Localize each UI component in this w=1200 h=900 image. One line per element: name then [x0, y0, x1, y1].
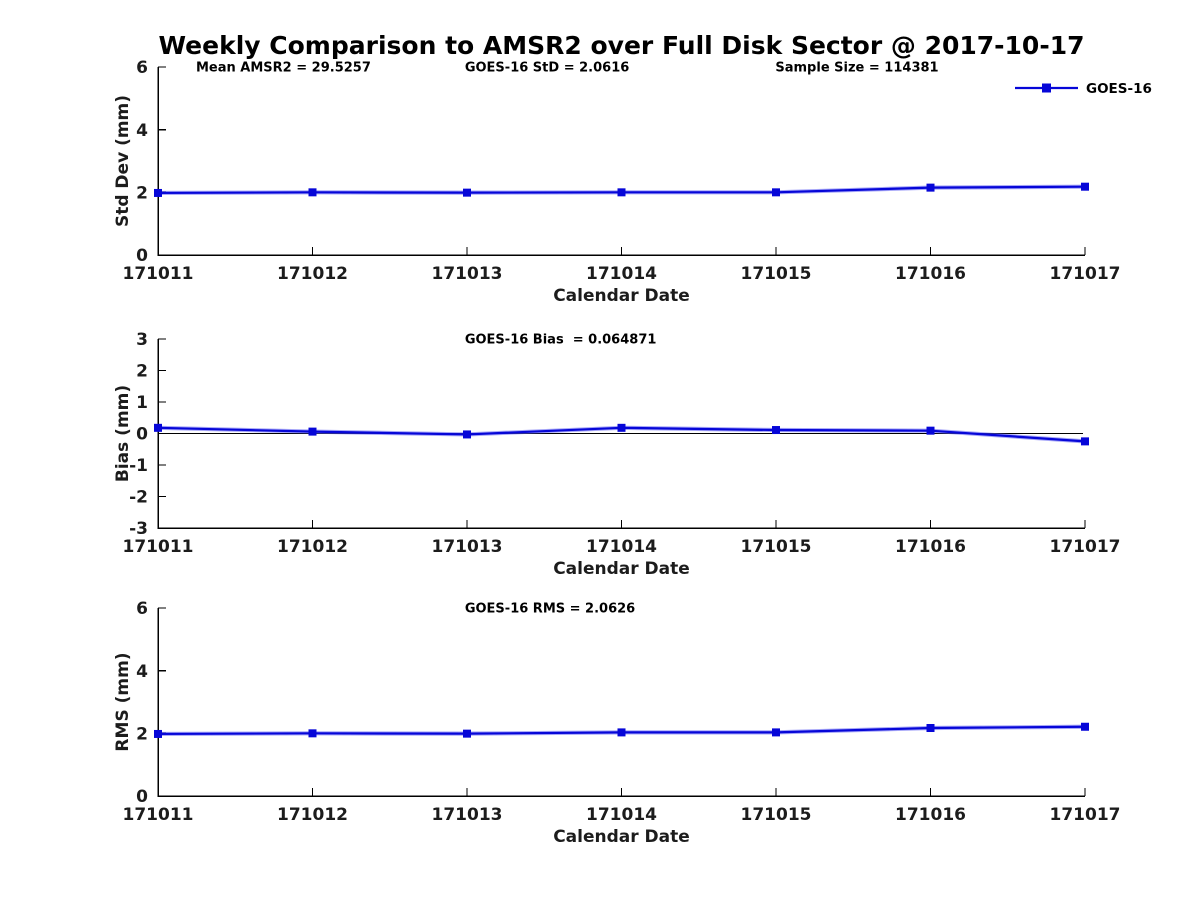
- x-tick-label: 171016: [895, 805, 966, 825]
- x-tick-label: 171017: [1050, 537, 1121, 557]
- x-tick-label: 171015: [741, 537, 812, 557]
- x-tick-label: 171011: [123, 264, 194, 284]
- data-marker: [154, 423, 162, 432]
- x-tick-label: 171016: [895, 537, 966, 557]
- y-tick-label: -3: [129, 519, 148, 539]
- annotation: GOES-16 StD = 2.0616: [465, 61, 629, 76]
- y-axis-label-rms: RMS (mm): [113, 652, 133, 751]
- x-tick-label: 171016: [895, 264, 966, 284]
- data-marker: [617, 423, 626, 432]
- figure-title: Weekly Comparison to AMSR2 over Full Dis…: [158, 31, 1085, 60]
- y-tick-label: 1: [136, 393, 148, 413]
- data-marker: [926, 426, 935, 435]
- axes-rms: [157, 608, 1085, 797]
- data-marker: [154, 729, 162, 738]
- data-marker: [1081, 722, 1089, 731]
- data-marker: [308, 427, 317, 436]
- x-tick-label: 171017: [1050, 264, 1121, 284]
- subplot-std-dev: 0 2 4 6 171011 171012 171013 171014 171015 171016…: [113, 58, 1152, 306]
- data-marker: [926, 724, 935, 733]
- x-axis-label-rms: Calendar Date: [553, 827, 690, 847]
- x-tick-label: 171014: [586, 537, 657, 557]
- y-tick-label: 2: [136, 362, 148, 382]
- data-marker: [308, 188, 317, 197]
- x-tick-label: 171013: [432, 264, 503, 284]
- y-tick-label: 0: [136, 246, 148, 266]
- x-tick-label: 171012: [277, 537, 348, 557]
- x-tick-label: 171012: [277, 805, 348, 825]
- data-marker: [772, 188, 780, 197]
- data-marker: [463, 188, 471, 197]
- x-tick-label: 171017: [1050, 805, 1121, 825]
- data-marker: [1081, 437, 1089, 446]
- legend-marker: [1042, 83, 1051, 93]
- x-tick-label: 171013: [432, 805, 503, 825]
- data-marker: [617, 188, 626, 197]
- y-axis-label-bias: Bias (mm): [113, 385, 133, 482]
- annotation: GOES-16 RMS = 2.0626: [465, 602, 635, 617]
- y-axis-label-std-dev: Std Dev (mm): [113, 95, 133, 227]
- x-tick-label: 171011: [123, 805, 194, 825]
- y-tick-label: 6: [136, 599, 148, 619]
- legend-label: GOES-16: [1086, 81, 1152, 97]
- y-tick-label: 4: [136, 121, 148, 141]
- subplot-rms: 0 2 4 6 171011 171012 171013 171014 171015 171016…: [113, 599, 1120, 847]
- x-tick-label: 171014: [586, 805, 657, 825]
- data-marker: [154, 188, 162, 197]
- data-marker: [463, 430, 471, 439]
- data-marker: [1081, 182, 1089, 191]
- x-tick-label: 171014: [586, 264, 657, 284]
- y-tick-label: -1: [129, 456, 148, 476]
- y-tick-label: 0: [136, 787, 148, 807]
- axes-std-dev: [157, 67, 1085, 256]
- data-marker: [617, 728, 626, 737]
- y-tick-label: 3: [136, 330, 148, 350]
- y-tick-label: 0: [136, 425, 148, 445]
- x-tick-label: 171015: [741, 264, 812, 284]
- annotation: Sample Size = 114381: [775, 61, 938, 76]
- data-marker: [308, 729, 317, 738]
- data-marker: [772, 426, 780, 435]
- x-axis-label-bias: Calendar Date: [553, 559, 690, 579]
- x-tick-label: 171015: [741, 805, 812, 825]
- x-axis-label-std-dev: Calendar Date: [553, 286, 690, 306]
- data-marker: [463, 729, 471, 738]
- x-tick-label: 171011: [123, 537, 194, 557]
- y-tick-label: -2: [129, 488, 148, 508]
- annotation: Mean AMSR2 = 29.5257: [196, 61, 371, 76]
- y-tick-label: 2: [136, 183, 148, 203]
- y-tick-label: 2: [136, 724, 148, 744]
- x-tick-label: 171012: [277, 264, 348, 284]
- annotation: GOES-16 Bias = 0.064871: [465, 333, 657, 348]
- y-tick-label: 4: [136, 662, 148, 682]
- y-tick-label: 6: [136, 58, 148, 78]
- data-marker: [926, 183, 935, 192]
- data-marker: [772, 728, 780, 737]
- x-tick-label: 171013: [432, 537, 503, 557]
